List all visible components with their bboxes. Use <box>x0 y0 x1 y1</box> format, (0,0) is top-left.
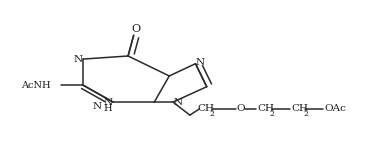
Text: 2: 2 <box>303 110 308 118</box>
Text: O: O <box>236 104 245 113</box>
Text: OAc: OAc <box>325 104 347 113</box>
Text: N: N <box>93 102 102 111</box>
Text: O: O <box>131 24 140 34</box>
Text: CH: CH <box>291 104 308 113</box>
Text: N: N <box>104 98 113 107</box>
Text: N: N <box>173 98 182 107</box>
Text: H: H <box>103 104 112 113</box>
Text: CH: CH <box>257 104 274 113</box>
Text: 2: 2 <box>270 110 274 118</box>
Text: N: N <box>74 55 83 64</box>
Text: AcNH: AcNH <box>21 81 51 90</box>
Text: CH: CH <box>197 104 214 113</box>
Text: N: N <box>196 58 205 67</box>
Text: 2: 2 <box>210 110 215 118</box>
